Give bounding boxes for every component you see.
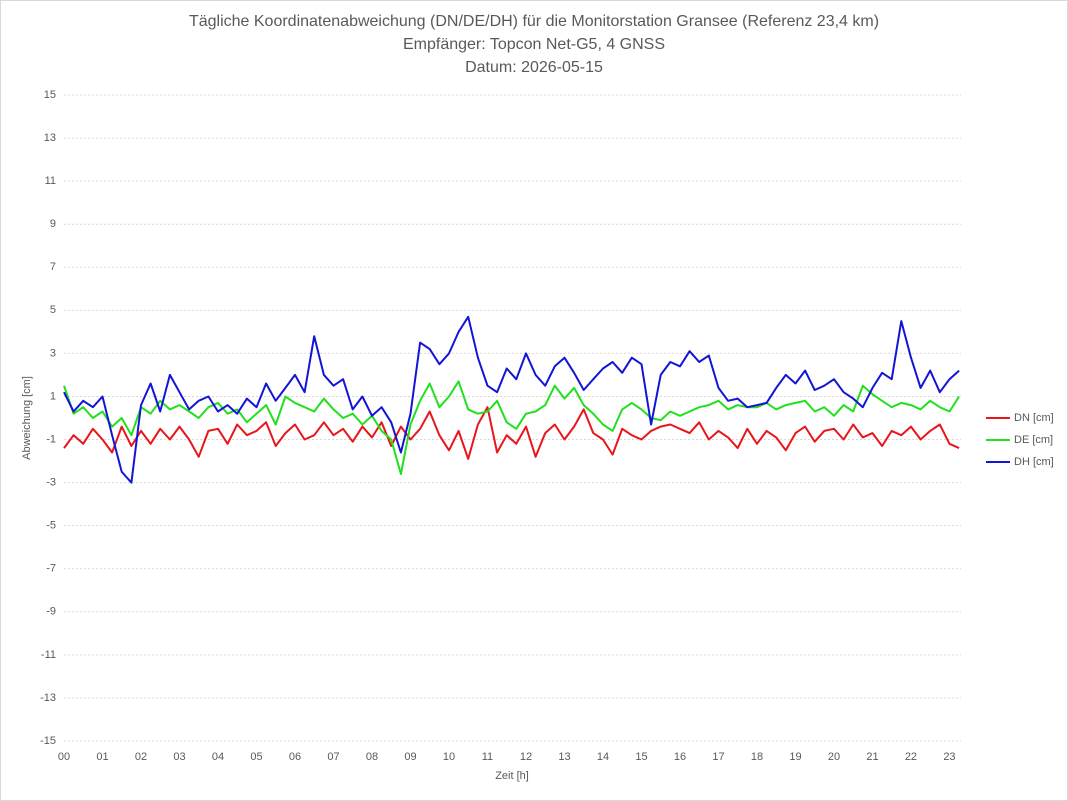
x-tick-label: 16 bbox=[674, 751, 686, 763]
y-tick-label: 11 bbox=[45, 175, 56, 187]
x-tick-label: 06 bbox=[289, 751, 301, 763]
x-tick-label: 21 bbox=[866, 751, 878, 763]
y-tick-label: 13 bbox=[44, 132, 56, 144]
x-tick-label: 20 bbox=[828, 751, 840, 763]
x-tick-label: 02 bbox=[135, 751, 147, 763]
x-tick-label: 00 bbox=[58, 751, 70, 763]
x-axis-label: Zeit [h] bbox=[495, 770, 529, 782]
x-tick-label: 08 bbox=[366, 751, 378, 763]
x-tick-label: 14 bbox=[597, 751, 609, 763]
x-tick-label: 22 bbox=[905, 751, 917, 763]
x-tick-label: 11 bbox=[482, 751, 493, 763]
y-tick-label: 3 bbox=[50, 347, 56, 359]
x-tick-label: 10 bbox=[443, 751, 455, 763]
y-tick-label: -3 bbox=[46, 477, 56, 489]
data-line bbox=[63, 315, 960, 484]
x-tick-label: 12 bbox=[520, 751, 532, 763]
y-tick-label: -9 bbox=[46, 606, 56, 618]
legend-label: DH [cm] bbox=[1014, 456, 1054, 468]
x-tick-label: 23 bbox=[943, 751, 955, 763]
x-tick-label: 07 bbox=[327, 751, 339, 763]
x-tick-label: 09 bbox=[404, 751, 416, 763]
y-tick-label: -13 bbox=[40, 692, 56, 704]
x-tick-label: 13 bbox=[558, 751, 570, 763]
chart-title: Tägliche Koordinatenabweichung (DN/DE/DH… bbox=[189, 13, 879, 30]
x-tick-label: 19 bbox=[789, 751, 801, 763]
y-tick-label: 7 bbox=[50, 261, 56, 273]
y-tick-label: -7 bbox=[46, 563, 56, 575]
x-tick-label: 04 bbox=[212, 751, 224, 763]
y-tick-label: 15 bbox=[44, 89, 56, 101]
y-tick-label: -5 bbox=[46, 520, 56, 532]
y-tick-label: -11 bbox=[41, 649, 56, 661]
x-tick-label: 05 bbox=[250, 751, 262, 763]
chart-subtitle: Datum: 2026-05-15 bbox=[465, 59, 603, 76]
y-axis-label: Abweichung [cm] bbox=[21, 376, 33, 460]
x-tick-label: 01 bbox=[96, 751, 108, 763]
data-line bbox=[63, 406, 960, 460]
x-tick-label: 17 bbox=[712, 751, 724, 763]
legend-label: DE [cm] bbox=[1014, 434, 1053, 446]
y-tick-label: 9 bbox=[50, 218, 56, 230]
y-tick-label: 1 bbox=[50, 390, 56, 402]
y-tick-label: 5 bbox=[50, 304, 56, 316]
x-tick-label: 15 bbox=[635, 751, 647, 763]
x-tick-label: 03 bbox=[173, 751, 185, 763]
chart-subtitle: Empfänger: Topcon Net-G5, 4 GNSS bbox=[403, 36, 665, 53]
y-tick-label: -1 bbox=[46, 433, 56, 445]
y-tick-label: -15 bbox=[40, 735, 56, 747]
x-tick-label: 18 bbox=[751, 751, 763, 763]
legend-label: DN [cm] bbox=[1014, 412, 1054, 424]
